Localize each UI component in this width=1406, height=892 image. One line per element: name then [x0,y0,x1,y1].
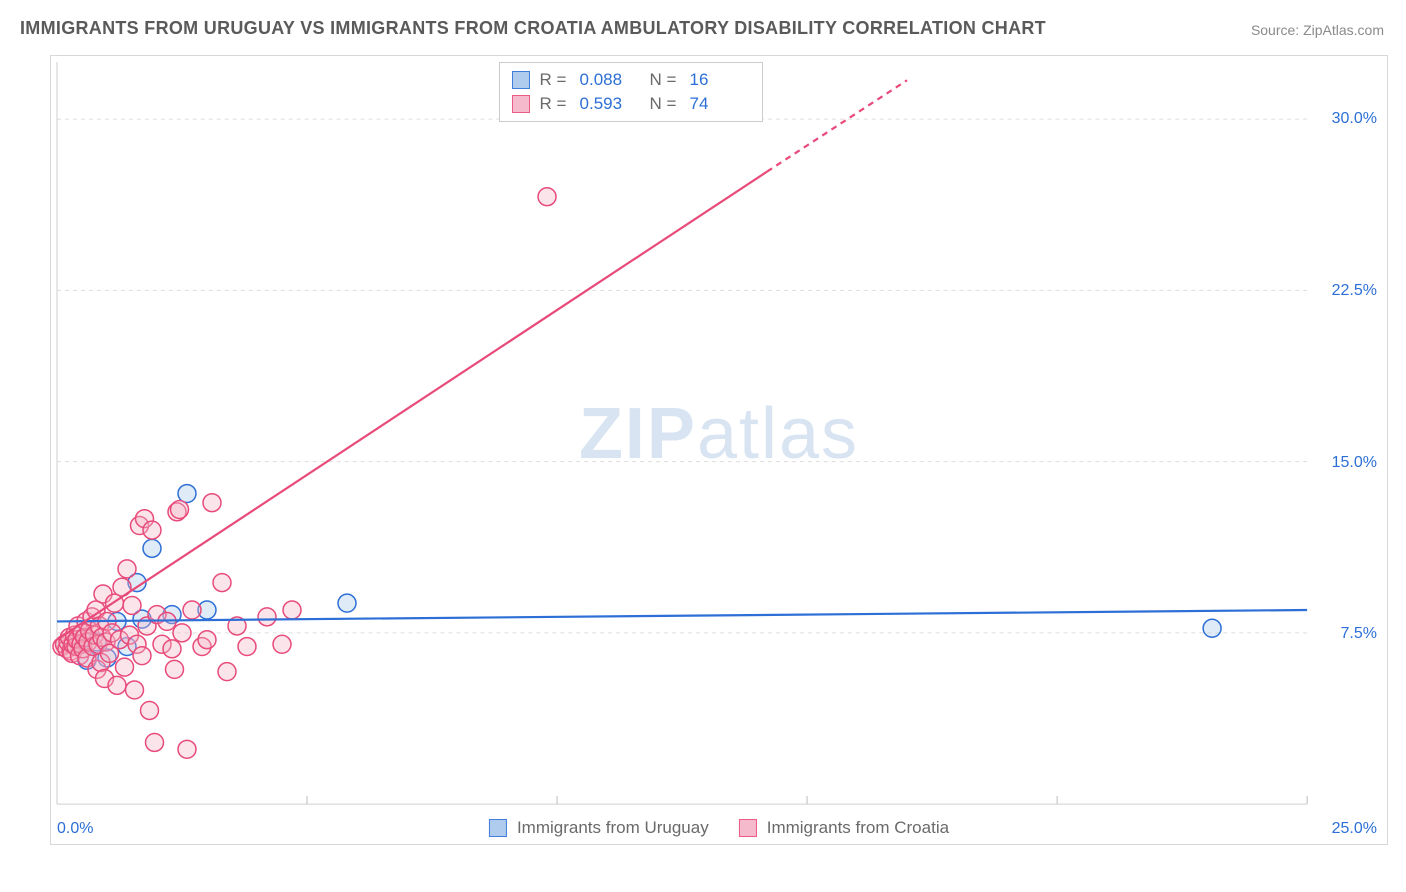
chart-container: IMMIGRANTS FROM URUGUAY VS IMMIGRANTS FR… [0,0,1406,892]
legend-item-uruguay: Immigrants from Uruguay [489,818,709,838]
legend-label: Immigrants from Uruguay [517,818,709,838]
legend-row-uruguay: R = 0.088 N = 16 [512,68,750,92]
r-label: R = [540,94,570,114]
legend-label: Immigrants from Croatia [767,818,949,838]
legend-item-croatia: Immigrants from Croatia [739,818,949,838]
y-axis-tick: 30.0% [1332,110,1377,128]
x-axis-tick-min: 0.0% [57,820,93,838]
chart-title: IMMIGRANTS FROM URUGUAY VS IMMIGRANTS FR… [20,18,1046,39]
n-label: N = [650,70,680,90]
r-value: 0.088 [580,70,640,90]
plot-area: ZIPatlas R =0.088N =16R =0.593N =74 Immi… [50,55,1388,845]
r-value: 0.593 [580,94,640,114]
scatter-plot-svg [51,56,1387,844]
y-axis-tick: 22.5% [1332,282,1377,300]
x-axis-tick-max: 25.0% [1332,820,1377,838]
source-attribution: Source: ZipAtlas.com [1251,22,1384,38]
series-legend: Immigrants from Uruguay Immigrants from C… [489,818,949,838]
swatch-icon [512,71,530,89]
n-label: N = [650,94,680,114]
r-label: R = [540,70,570,90]
n-value: 16 [690,70,750,90]
swatch-icon [489,819,507,837]
y-axis-tick: 15.0% [1332,454,1377,472]
n-value: 74 [690,94,750,114]
y-axis-tick: 7.5% [1341,625,1377,643]
legend-row-croatia: R = 0.593 N = 74 [512,92,750,116]
swatch-icon [739,819,757,837]
swatch-icon [512,95,530,113]
correlation-legend: R = 0.088 N = 16 R = 0.593 N = 74 [499,62,763,122]
